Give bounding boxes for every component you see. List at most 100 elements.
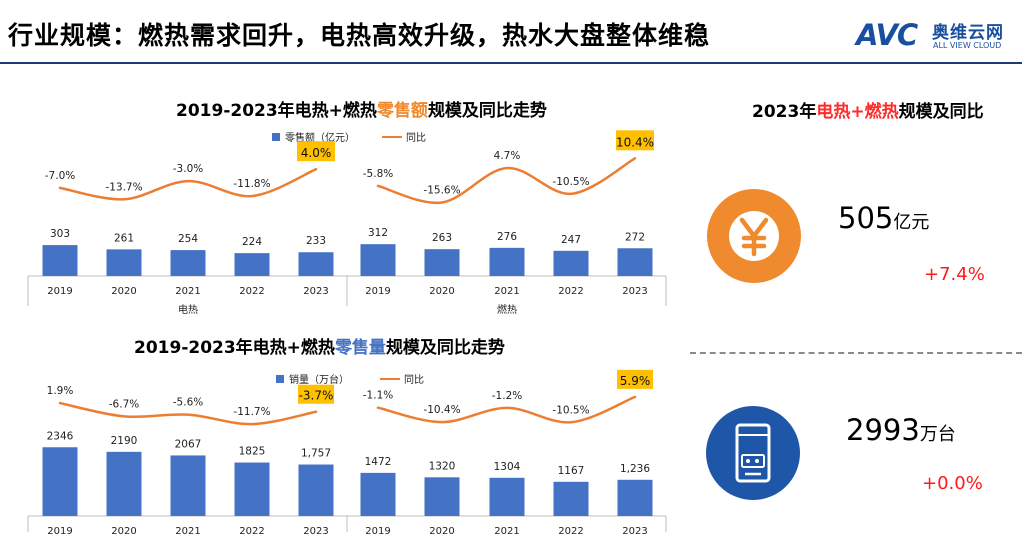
kpi-volume-value: 2993万台 (846, 413, 956, 447)
yoy-label: -1.1% (363, 390, 393, 402)
x-tick-label: 2019 (47, 526, 72, 537)
bar-value-label: 312 (368, 227, 388, 239)
bar-2020-1 (106, 451, 142, 516)
yoy-label: -11.8% (233, 178, 270, 190)
page-title: 行业规模：燃热需求回升，电热高效升级，热水大盘整体维稳 (8, 21, 711, 50)
yen-coin-icon (707, 189, 801, 283)
yoy-label-highlighted: 5.9% (620, 374, 651, 388)
water-heater-icon (706, 406, 800, 500)
x-tick-label: 2022 (239, 526, 264, 537)
bar-2019-0 (42, 447, 78, 516)
yoy-label: -7.0% (45, 170, 75, 182)
bar-value-label: 224 (242, 236, 262, 248)
yoy-highlight-box (298, 384, 334, 404)
x-tick-label: 2019 (365, 286, 390, 297)
bar-2020-6 (424, 477, 460, 516)
bar-value-label: 1,757 (301, 448, 331, 460)
x-tick-label: 2019 (47, 286, 72, 297)
bar-2021-7 (489, 247, 525, 276)
bar-value-label: 233 (306, 235, 326, 247)
x-tick-label: 2022 (558, 286, 583, 297)
legend-swatch-bars (276, 375, 284, 383)
logo-english-name: ALL VIEW CLOUD (933, 41, 1002, 50)
x-tick-label: 2023 (303, 526, 328, 537)
kpi-revenue-value: 505亿元 (838, 201, 930, 235)
bar-value-label: 263 (432, 232, 452, 244)
yoy-label-highlighted: 10.4% (616, 135, 654, 149)
yoy-label: -3.0% (173, 163, 203, 175)
yoy-line-group-2 (376, 395, 637, 424)
kpi-revenue-change: +7.4% (924, 264, 985, 285)
bar-value-label: 2190 (111, 435, 138, 447)
legend-label-bars: 销量（万台） (289, 373, 349, 386)
yoy-label: -13.7% (105, 181, 142, 193)
kpi-section-title: 2023年电热+燃热规模及同比 (752, 102, 984, 122)
bar-2021-2 (170, 250, 206, 276)
x-tick-label: 2022 (239, 286, 264, 297)
yoy-label: -6.7% (109, 398, 139, 410)
bar-value-label: 247 (561, 234, 581, 246)
yoy-line-group-1 (58, 167, 318, 201)
yoy-highlight-box (617, 369, 653, 389)
revenue-chart: 零售额（亿元） 同比 303 2019 261 2020 254 2021 224 2022 233… (27, 130, 667, 316)
yoy-highlight-box (297, 141, 335, 162)
yoy-highlight-box (616, 130, 654, 151)
bar-2023-4 (298, 464, 334, 516)
chart-title-revenue: 2019-2023年电热+燃热零售额规模及同比走势 (176, 101, 547, 121)
bar-value-label: 1320 (429, 460, 456, 472)
header-divider (0, 62, 1022, 64)
yoy-label: -10.5% (552, 176, 589, 188)
yoy-label: -1.2% (492, 390, 522, 402)
bar-value-label: 303 (50, 228, 70, 240)
chart-title-volume: 2019-2023年电热+燃热零售量规模及同比走势 (134, 338, 505, 358)
logo-chinese-name: 奥维云网 (932, 23, 1004, 43)
yoy-label: -5.8% (363, 168, 393, 180)
yoy-label: 1.9% (47, 385, 74, 397)
x-tick-label: 2019 (365, 526, 390, 537)
legend-label-bars: 零售额（亿元） (285, 131, 355, 144)
bar-2019-5 (360, 472, 396, 516)
avc-logo: AVC 奥维云网 ALL VIEW CLOUD (856, 16, 1022, 54)
bar-value-label: 2346 (47, 430, 74, 442)
volume-chart: 销量（万台） 同比 2346 2019 2190 2020 2067 2021 1825 2022… (27, 369, 667, 537)
x-tick-label: 2020 (429, 286, 454, 297)
x-tick-label: 2023 (303, 286, 328, 297)
x-tick-label: 2023 (622, 286, 647, 297)
yoy-label-highlighted: 4.0% (301, 146, 332, 160)
bar-2022-3 (234, 462, 270, 516)
x-tick-label: 2021 (494, 286, 519, 297)
bar-2023-9 (617, 479, 653, 516)
yoy-label: -10.4% (423, 404, 460, 416)
bar-value-label: 2067 (175, 438, 202, 450)
x-tick-label: 2022 (558, 526, 583, 537)
yoy-line-group-2 (376, 157, 637, 205)
bar-value-label: 1167 (558, 465, 585, 477)
x-tick-label: 2021 (175, 526, 200, 537)
group-label-0: 电热 (178, 303, 198, 316)
group-label-1: 燃热 (497, 303, 517, 316)
yoy-label: -15.6% (423, 185, 460, 197)
bar-2022-8 (553, 481, 589, 516)
bar-value-label: 276 (497, 231, 517, 243)
bar-2023-4 (298, 252, 334, 276)
bar-value-label: 272 (625, 231, 645, 243)
logo-mark: AVC (856, 18, 918, 52)
yoy-label: 4.7% (494, 150, 521, 162)
x-tick-label: 2020 (111, 526, 136, 537)
x-tick-label: 2023 (622, 526, 647, 537)
bar-2022-8 (553, 250, 589, 276)
bar-2021-2 (170, 455, 206, 516)
bar-value-label: 1472 (365, 456, 392, 468)
kpi-divider (690, 352, 1022, 354)
legend-label-line: 同比 (404, 374, 424, 386)
yoy-label: -10.5% (552, 404, 589, 416)
x-tick-label: 2021 (494, 526, 519, 537)
kpi-volume-change: +0.0% (922, 473, 983, 494)
bar-2020-6 (424, 249, 460, 276)
bar-value-label: 254 (178, 233, 198, 245)
bar-2023-9 (617, 248, 653, 276)
yoy-label: -11.7% (233, 406, 270, 418)
bar-value-label: 261 (114, 232, 134, 244)
yoy-label: -5.6% (173, 397, 203, 409)
yoy-label-highlighted: -3.7% (299, 389, 334, 403)
